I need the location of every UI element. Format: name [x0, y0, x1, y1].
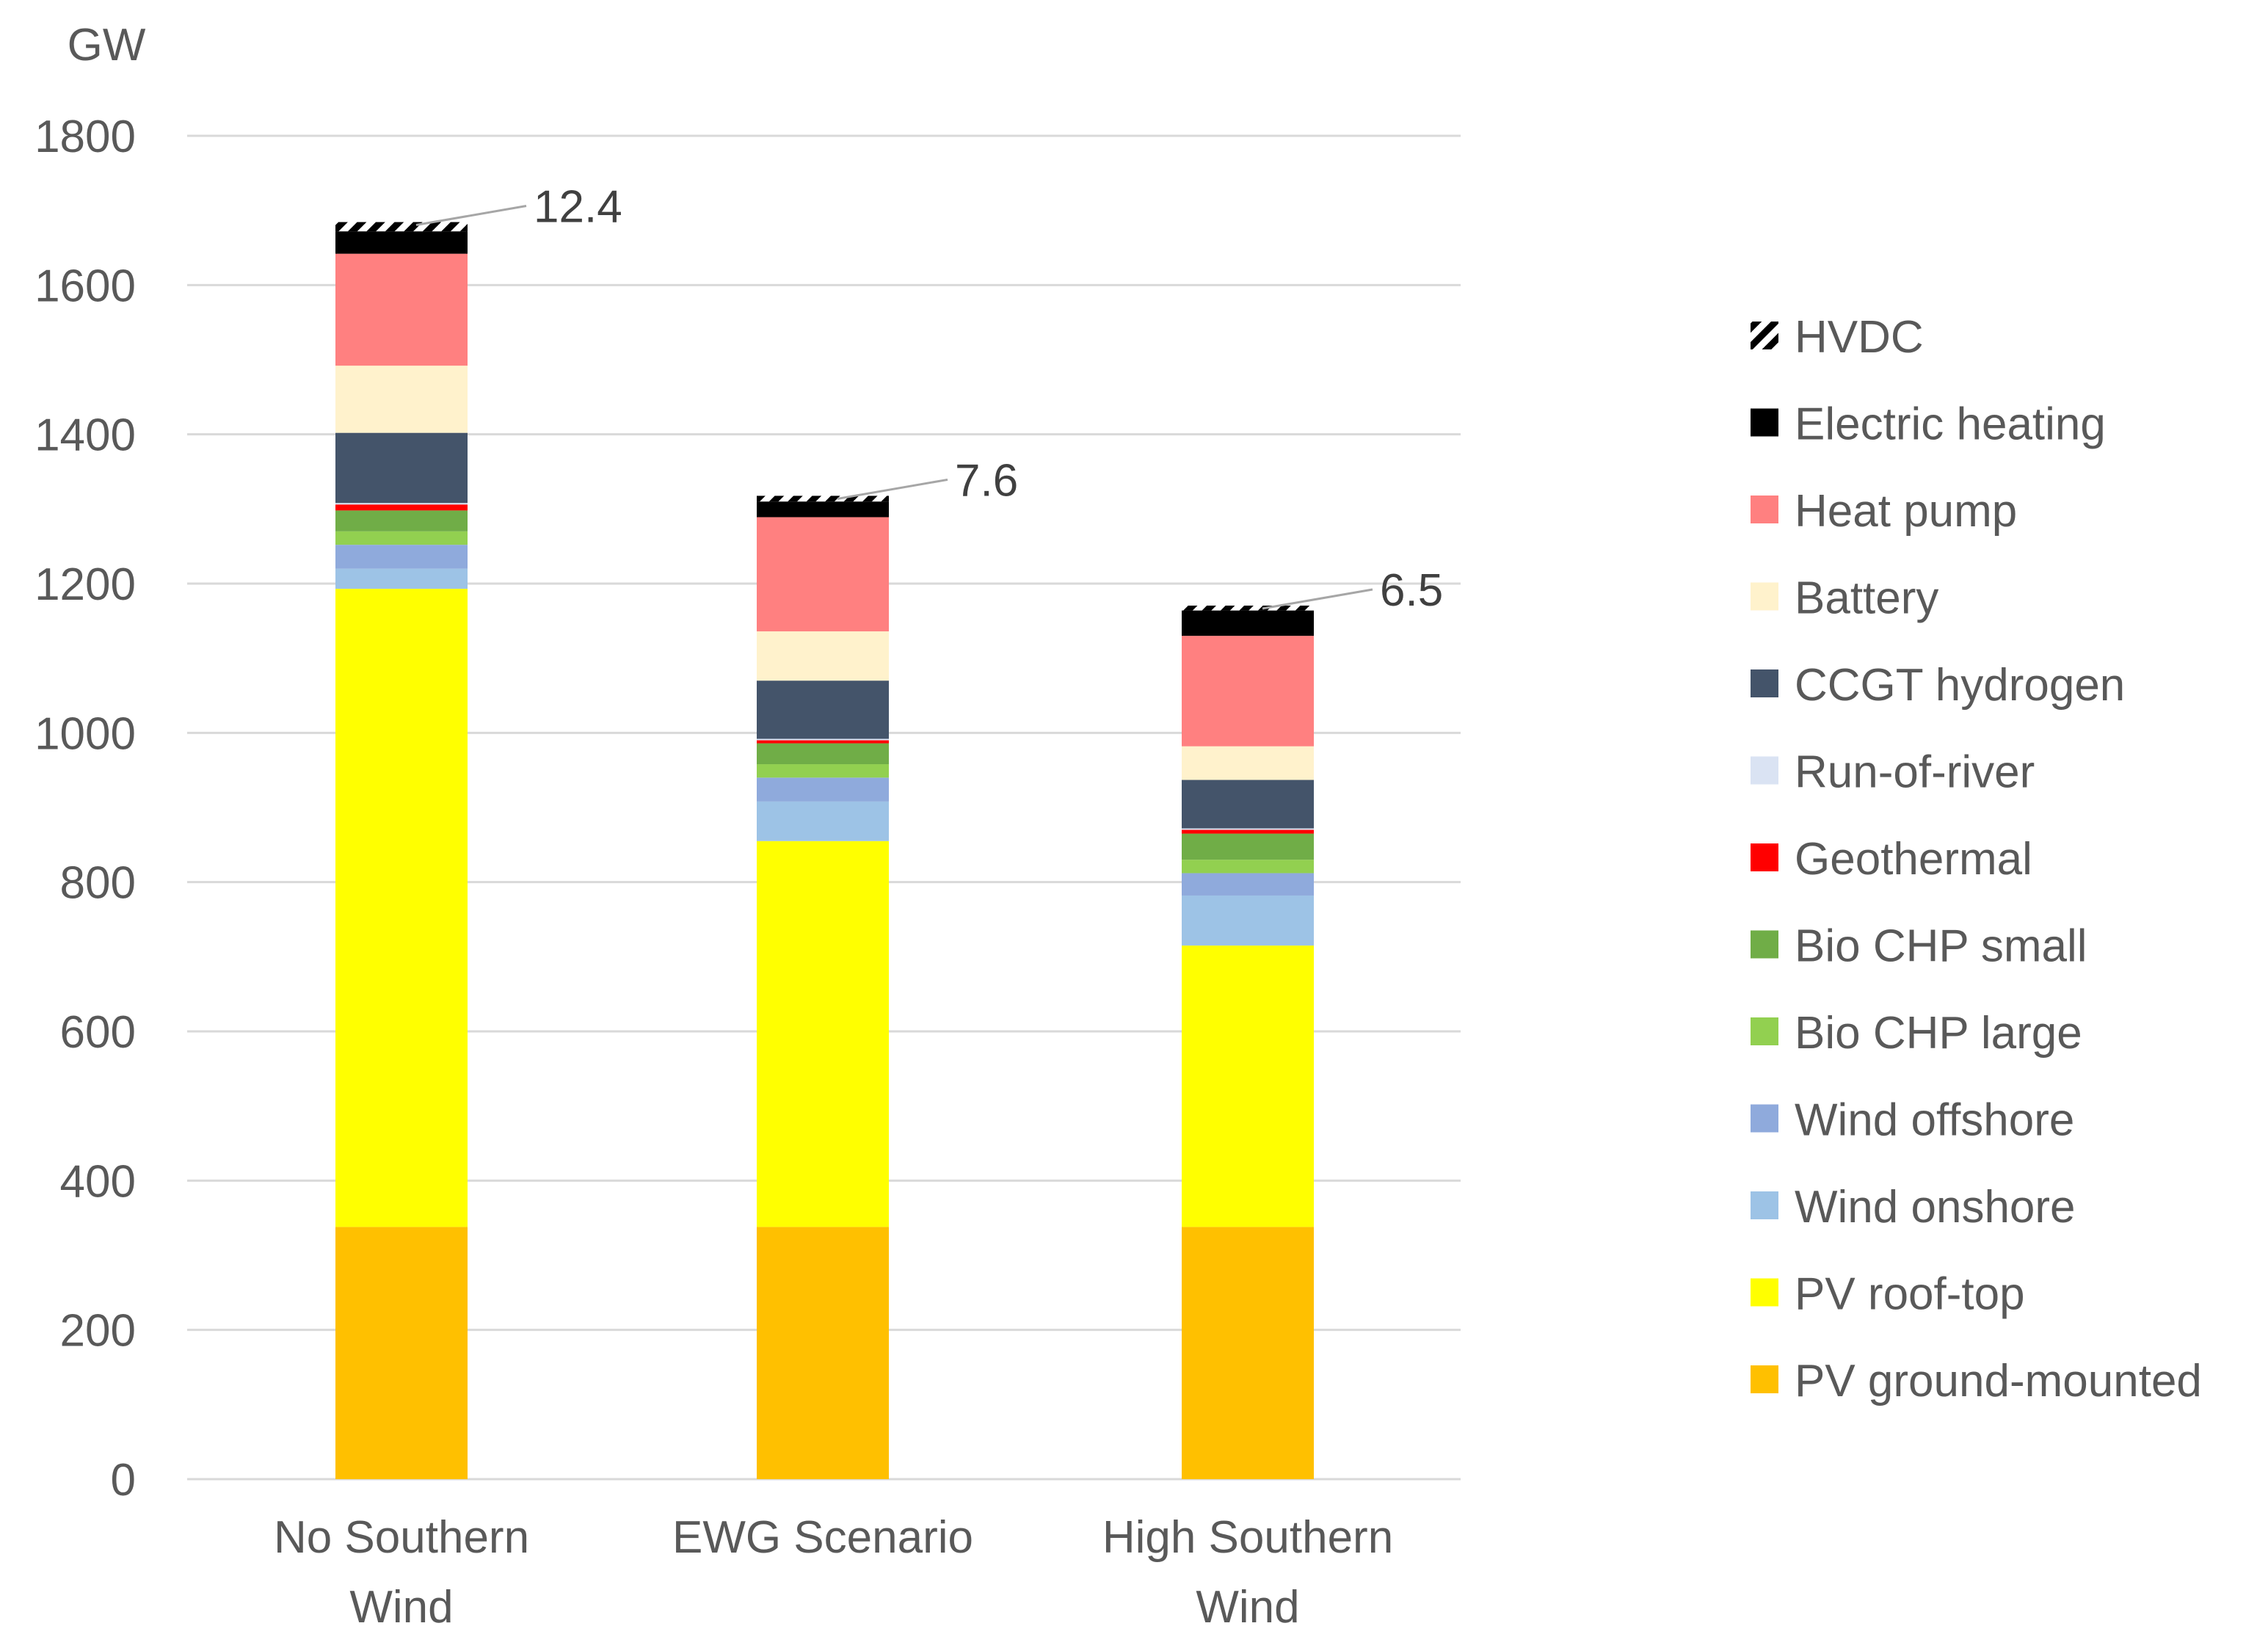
legend-label: PV roof-top [1795, 1269, 2025, 1320]
bar-segment [757, 801, 889, 841]
legend-label: Wind onshore [1795, 1182, 2076, 1233]
bar-segment [335, 366, 468, 433]
x-tick-labels: No Southern Wind EWG Scenario High Southern… [274, 1512, 1393, 1633]
bar-segment [757, 743, 889, 765]
bars [335, 222, 1314, 1479]
legend-label: Run-of-river [1795, 747, 2035, 798]
y-tick-label: 600 [60, 1007, 136, 1058]
legend-label: Bio CHP small [1795, 921, 2087, 972]
bar-segment [757, 680, 889, 739]
legend-label: PV ground-mounted [1795, 1356, 2202, 1406]
bar-segment [335, 231, 468, 254]
bar-segment [335, 253, 468, 366]
legend-label: Battery [1795, 573, 1938, 624]
annotation-leader-line [837, 478, 948, 500]
legend-swatch [1751, 1017, 1778, 1045]
bar-segment [757, 1227, 889, 1479]
bar-segment [335, 545, 468, 569]
legend-label: Geothermal [1795, 834, 2032, 885]
legend: HVDC Electric heating Heat pump Battery CCGT… [1751, 312, 2202, 1406]
bar-segment [335, 432, 468, 504]
bar-segment [1182, 860, 1314, 874]
bar-segment [335, 222, 468, 232]
bar-segment [335, 1227, 468, 1479]
legend-label: Bio CHP large [1795, 1008, 2082, 1059]
legend-swatch [1751, 1191, 1778, 1219]
bar-segment [1182, 828, 1314, 830]
legend-swatch [1751, 669, 1778, 697]
y-tick-label: 1200 [34, 559, 136, 610]
legend-label: Electric heating [1795, 399, 2106, 450]
y-tick-labels: 0 200 400 600 800 1000 1200 1400 1600 1800 [34, 112, 136, 1506]
x-tick-label: High Southern [1102, 1512, 1393, 1563]
bar-segment [1182, 895, 1314, 946]
bar-segment [757, 501, 889, 518]
y-tick-label: 1000 [34, 708, 136, 759]
y-tick-label: 400 [60, 1156, 136, 1207]
y-tick-label: 1400 [34, 410, 136, 461]
legend-label: Heat pump [1795, 486, 2017, 537]
x-tick-label: EWG Scenario [672, 1512, 973, 1563]
legend-swatch [1751, 496, 1778, 523]
bar-segment [757, 738, 889, 741]
bar-segment [1182, 746, 1314, 780]
annotation-label: 12.4 [534, 182, 622, 233]
legend-swatch [1751, 408, 1778, 437]
legend-swatch [1751, 1278, 1778, 1307]
legend-label: HVDC [1795, 312, 1924, 363]
bar-segment [1182, 830, 1314, 834]
bar-segment [1182, 945, 1314, 1227]
bar-segment [335, 503, 468, 505]
legend-swatch [1751, 1104, 1778, 1133]
annotation-label: 7.6 [955, 455, 1018, 506]
annotation-leader-line [415, 205, 527, 227]
bar-segment [757, 764, 889, 778]
y-tick-label: 1800 [34, 112, 136, 162]
bar-segment [1182, 780, 1314, 829]
legend-swatch [1751, 756, 1778, 785]
legend-label: Wind offshore [1795, 1095, 2074, 1146]
bar-segment [335, 531, 468, 545]
legend-swatch [1751, 582, 1778, 611]
bar-segment [335, 504, 468, 511]
y-axis-label: GW [68, 20, 146, 70]
annotation-label: 6.5 [1380, 565, 1443, 616]
bar-segment [1182, 610, 1314, 636]
x-tick-label: No Southern [274, 1512, 529, 1563]
legend-swatch [1751, 930, 1778, 959]
bar-segment [335, 589, 468, 1227]
annotation-leader-line [1262, 588, 1373, 610]
legend-swatch [1751, 1365, 1778, 1393]
bar-segment [1182, 636, 1314, 747]
bar-segment [757, 517, 889, 632]
x-tick-label: Wind [1196, 1582, 1299, 1633]
x-tick-label: Wind [349, 1582, 453, 1633]
bar-segment [757, 740, 889, 744]
bar-segment [1182, 605, 1314, 611]
bar-segment [757, 631, 889, 681]
annotations: 12.4 7.6 6.5 [415, 182, 1443, 616]
legend-swatch [1751, 322, 1778, 349]
y-tick-label: 800 [60, 858, 136, 909]
legend-swatch [1751, 843, 1778, 871]
bar-segment [1182, 833, 1314, 860]
y-tick-label: 0 [111, 1455, 136, 1506]
bar-segment [335, 510, 468, 531]
legend-label: CCGT hydrogen [1795, 660, 2125, 711]
bar-segment [757, 841, 889, 1227]
bar-segment [335, 568, 468, 589]
bar-segment [757, 496, 889, 502]
y-tick-label: 200 [60, 1306, 136, 1357]
bar-segment [1182, 1227, 1314, 1479]
bar-segment [757, 777, 889, 802]
y-tick-label: 1600 [34, 261, 136, 311]
bar-segment [1182, 873, 1314, 896]
